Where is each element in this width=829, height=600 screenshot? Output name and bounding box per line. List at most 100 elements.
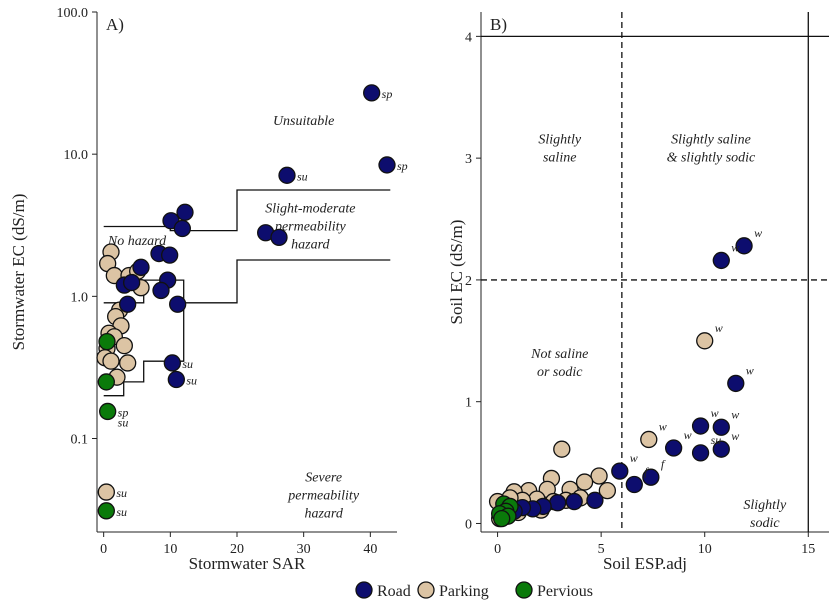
legend-label: Parking (439, 583, 489, 600)
zone-label-line: Slightly (743, 498, 787, 513)
y-tick-label: 100.0 (57, 6, 89, 21)
zone-label: Not saline or sodic (530, 347, 588, 380)
x-axis-title: Soil ESP.adj (603, 554, 687, 573)
y-tick-label: 0 (465, 517, 472, 532)
legend-label: Pervious (537, 583, 593, 600)
data-point-road (123, 273, 141, 292)
data-point-road (548, 494, 567, 512)
zone-label-line: & slightly sodic (667, 151, 756, 166)
point-label: w (754, 226, 762, 240)
data-point-pervious (98, 333, 116, 351)
x-axis-title: Stormwater SAR (189, 554, 306, 573)
zone-label-line: Slight-moderate (265, 201, 355, 216)
data-point-parking (590, 467, 608, 485)
x-tick-label: 0 (494, 542, 501, 557)
zone-label-line: hazard (304, 506, 343, 521)
y-axis-title: Stormwater EC (dS/m) (9, 194, 28, 351)
data-point-road (712, 440, 730, 458)
data-point-parking (97, 483, 115, 501)
y-axis-title: Soil EC (dS/m) (447, 220, 466, 325)
data-point-parking (115, 336, 133, 355)
data-point-parking (696, 332, 714, 350)
data-point-road (173, 219, 191, 238)
data-point-parking (553, 440, 571, 458)
point-label: su (711, 433, 722, 447)
hazard-boundary-line (103, 259, 391, 304)
zone-label: Unsuitable (273, 114, 334, 129)
x-tick-label: 40 (363, 542, 377, 557)
hazard-boundary-line (103, 302, 185, 397)
data-point-road (132, 258, 150, 276)
point-label: su (186, 374, 197, 388)
legend-marker-parking (417, 581, 435, 599)
zone-label-line: Severe (305, 470, 342, 485)
point-label: w (731, 240, 739, 254)
data-point-pervious (99, 402, 117, 421)
data-point-road (735, 237, 753, 255)
panel-b: 0 5 10 15 0 1 2 3 4 Soil ESP.adj Soil EC (dS/m) B) S… (447, 12, 829, 573)
data-point-parking (575, 473, 594, 491)
data-point-road (176, 203, 194, 221)
point-label: su (118, 415, 129, 429)
data-point-road (119, 295, 137, 313)
data-point-road (691, 444, 710, 462)
legend-label: Road (377, 583, 411, 600)
data-point-road (169, 295, 187, 313)
point-label: w (659, 419, 667, 433)
x-tick-label: 30 (297, 542, 311, 557)
x-tick-label: 0 (100, 542, 107, 557)
x-tick-label: 20 (230, 542, 244, 557)
point-label: w (731, 407, 739, 421)
zone-label: Slightly saline & slightly sodic (667, 133, 756, 166)
data-point-road (611, 462, 629, 480)
y-tick-label: 1.0 (71, 290, 89, 305)
data-point-road (167, 370, 185, 389)
data-point-road (727, 374, 745, 393)
point-label: w (731, 429, 739, 443)
zone-label: No hazard (107, 234, 167, 249)
legend-marker-pervious (515, 581, 533, 599)
point-label: f (644, 465, 649, 479)
zone-label: Slight-moderate permeability hazard (265, 201, 355, 252)
hazard-boundary-line (103, 189, 391, 232)
data-point-road (664, 439, 683, 457)
data-point-road (161, 246, 179, 264)
point-label: w (715, 321, 723, 335)
zone-label-line: permeability (287, 488, 360, 503)
data-point-road (378, 156, 396, 174)
data-point-road (565, 492, 583, 511)
x-tick-label: 15 (801, 542, 815, 557)
y-tick-label: 4 (465, 30, 472, 45)
data-point-parking (640, 430, 658, 449)
y-tick-label: 2 (465, 274, 472, 289)
point-label: su (297, 169, 308, 183)
data-point-road (642, 468, 660, 486)
zone-label: Slightly sodic (743, 498, 787, 531)
data-point-road (152, 281, 170, 300)
zone-label: Severe permeability hazard (287, 470, 360, 521)
data-point-pervious (97, 373, 115, 391)
point-label: su (182, 357, 193, 371)
data-point-road (625, 475, 643, 494)
zone-label-line: Slightly saline (671, 133, 751, 148)
data-point-road (363, 84, 381, 102)
panel-label: A) (106, 15, 124, 34)
zone-label-line: sodic (750, 516, 780, 531)
point-label: f (661, 457, 666, 471)
zone-label-line: or sodic (537, 365, 583, 380)
panel-label: B) (490, 15, 507, 34)
zone-label-line: saline (543, 151, 576, 166)
data-point-pervious (97, 502, 115, 520)
data-point-pervious (493, 509, 511, 528)
point-label: sp (397, 159, 408, 173)
y-tick-label: 0.1 (71, 433, 89, 448)
zone-label-line: hazard (291, 237, 330, 252)
data-point-road (163, 354, 181, 372)
data-point-road (691, 417, 710, 435)
data-point-road (712, 251, 730, 270)
point-label: w (746, 363, 754, 377)
data-point-road (712, 418, 730, 436)
data-point-road (270, 228, 288, 246)
zone-label-line: No hazard (107, 234, 167, 249)
